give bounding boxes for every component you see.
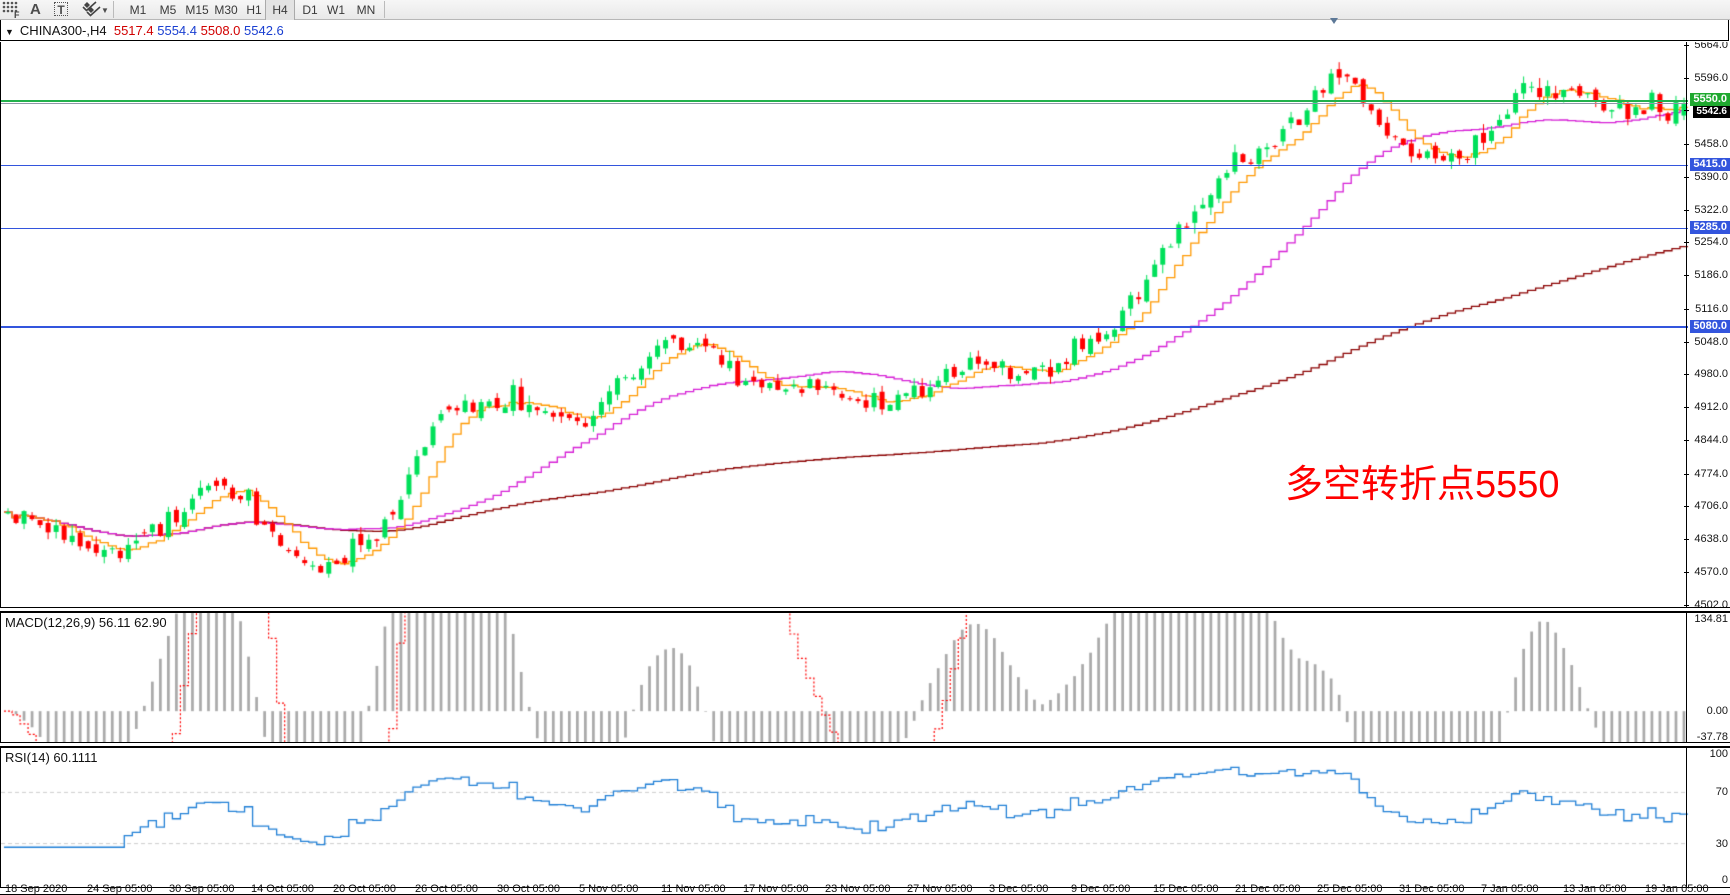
svg-text:F: F (14, 10, 20, 19)
